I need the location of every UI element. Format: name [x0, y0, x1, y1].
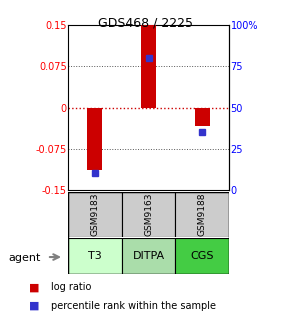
Text: GSM9163: GSM9163: [144, 193, 153, 236]
Text: log ratio: log ratio: [51, 282, 91, 292]
Text: DITPA: DITPA: [133, 251, 165, 261]
Bar: [141, 25, 156, 108]
Bar: [175, 192, 229, 237]
Text: percentile rank within the sample: percentile rank within the sample: [51, 301, 216, 311]
Bar: [68, 192, 122, 237]
Bar: [122, 192, 175, 237]
Text: CGS: CGS: [191, 251, 214, 261]
Text: GDS468 / 2225: GDS468 / 2225: [97, 17, 193, 30]
Bar: [175, 238, 229, 274]
Text: agent: agent: [8, 253, 41, 263]
Text: T3: T3: [88, 251, 102, 261]
Bar: [122, 238, 175, 274]
Bar: [68, 238, 122, 274]
Text: GSM9188: GSM9188: [198, 193, 207, 236]
Bar: [195, 108, 210, 126]
Text: ■: ■: [29, 301, 39, 311]
Text: GSM9183: GSM9183: [90, 193, 99, 236]
Text: ■: ■: [29, 282, 39, 292]
Bar: [88, 108, 102, 170]
